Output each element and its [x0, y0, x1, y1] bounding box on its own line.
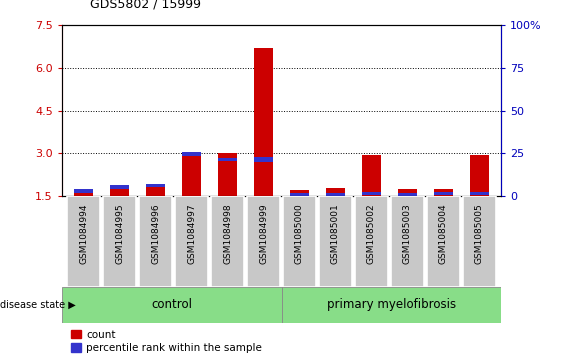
- Legend: count, percentile rank within the sample: count, percentile rank within the sample: [67, 326, 266, 357]
- Bar: [397, 189, 417, 196]
- Bar: [325, 193, 345, 196]
- Bar: [218, 153, 238, 196]
- Bar: [74, 192, 93, 196]
- Bar: [282, 287, 501, 323]
- Text: primary myelofibrosis: primary myelofibrosis: [327, 298, 456, 311]
- Bar: [247, 196, 280, 287]
- Bar: [253, 157, 274, 163]
- Text: GSM1084994: GSM1084994: [79, 203, 88, 264]
- Text: GSM1085003: GSM1085003: [403, 203, 412, 264]
- Text: GSM1085005: GSM1085005: [475, 203, 484, 264]
- Text: GSM1085000: GSM1085000: [295, 203, 304, 264]
- Bar: [319, 196, 352, 287]
- Bar: [146, 187, 166, 196]
- Text: disease state ▶: disease state ▶: [0, 300, 76, 310]
- Bar: [355, 196, 388, 287]
- Bar: [218, 158, 238, 161]
- Bar: [182, 152, 202, 196]
- Bar: [427, 196, 460, 287]
- Bar: [289, 190, 310, 196]
- Bar: [146, 184, 166, 187]
- Text: GSM1084997: GSM1084997: [187, 203, 196, 264]
- Text: GSM1084996: GSM1084996: [151, 203, 160, 264]
- Bar: [397, 193, 417, 196]
- Bar: [182, 152, 202, 156]
- Bar: [463, 196, 496, 287]
- Bar: [139, 196, 172, 287]
- Bar: [211, 196, 244, 287]
- Bar: [62, 287, 282, 323]
- Bar: [289, 193, 310, 196]
- Bar: [361, 155, 381, 196]
- Bar: [434, 189, 453, 196]
- Bar: [110, 189, 129, 196]
- Bar: [434, 192, 453, 195]
- Bar: [391, 196, 424, 287]
- Bar: [325, 188, 345, 196]
- Bar: [110, 185, 129, 189]
- Bar: [175, 196, 208, 287]
- Bar: [103, 196, 136, 287]
- Bar: [74, 189, 93, 193]
- Text: GSM1085002: GSM1085002: [367, 203, 376, 264]
- Text: control: control: [151, 298, 192, 311]
- Text: GSM1084998: GSM1084998: [223, 203, 232, 264]
- Text: GDS5802 / 15999: GDS5802 / 15999: [90, 0, 201, 11]
- Bar: [470, 155, 489, 196]
- Text: GSM1085004: GSM1085004: [439, 203, 448, 264]
- Text: GSM1084999: GSM1084999: [259, 203, 268, 264]
- Text: GSM1085001: GSM1085001: [331, 203, 340, 264]
- Bar: [470, 192, 489, 195]
- Bar: [67, 196, 100, 287]
- Bar: [253, 48, 274, 196]
- Text: GSM1084995: GSM1084995: [115, 203, 124, 264]
- Bar: [361, 192, 381, 195]
- Bar: [283, 196, 316, 287]
